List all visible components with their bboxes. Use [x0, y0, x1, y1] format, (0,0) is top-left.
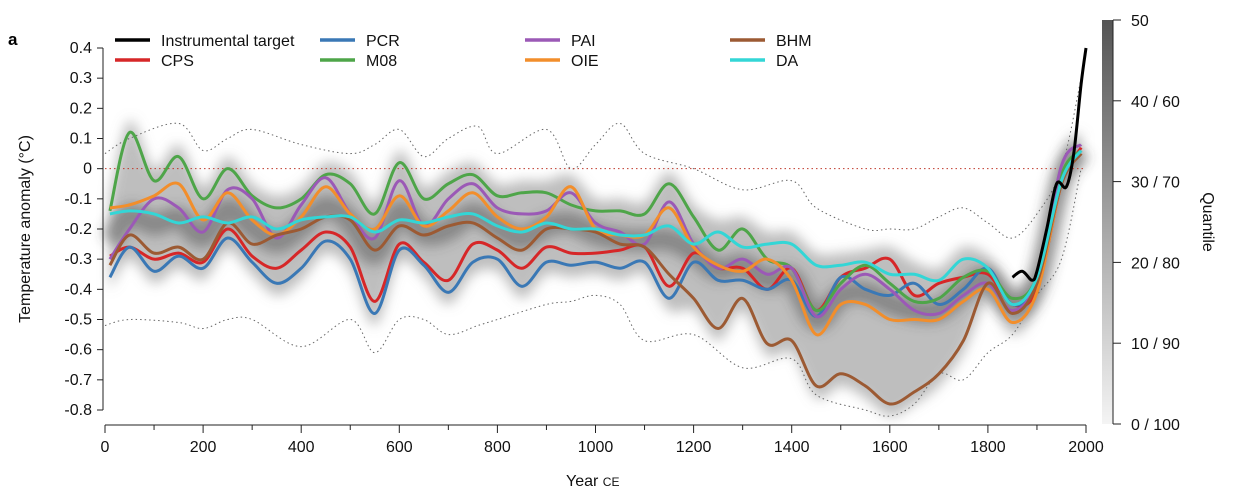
- y-tick-label: -0.6: [64, 342, 92, 359]
- series-line-m08: [108, 130, 1083, 312]
- y-tick-label: -0.4: [64, 281, 92, 298]
- x-tick-label: 1000: [578, 439, 614, 456]
- legend-label: PCR: [366, 33, 400, 50]
- legend-label: CPS: [161, 53, 194, 70]
- x-tick-label: 1200: [676, 439, 712, 456]
- legend-item-bhm: BHM: [730, 33, 812, 50]
- x-tick-label: 1600: [872, 439, 908, 456]
- legend-item-instrumental-target: Instrumental target: [115, 33, 295, 50]
- quantile-band-median: [100, 143, 1091, 331]
- series-line-bhm: [108, 152, 1083, 406]
- x-axis-label-era: CE: [603, 475, 620, 489]
- legend-item-cps: CPS: [115, 53, 194, 70]
- series-line-pcr: [108, 152, 1083, 318]
- series-line-instrumental-target: [1011, 47, 1088, 282]
- y-tick-label: -0.2: [64, 221, 92, 238]
- y-axis-ticks: 0.4 0.3 0.2 0.1 0 -0.1 -0.2 -0.3 -0.4 -0.5 -0.6 -0.…: [64, 40, 103, 419]
- y-tick-label: -0.7: [64, 372, 92, 389]
- colorbar-label: Quantile: [1199, 192, 1216, 252]
- colorbar-tick-label: 50: [1131, 13, 1149, 30]
- quantile-band-fill: [109, 120, 1082, 417]
- legend: Instrumental target CPS PCR M08 PAI OIE BHM DA: [115, 33, 812, 70]
- y-tick-label: -0.5: [64, 312, 92, 329]
- y-tick-label: -0.3: [64, 251, 92, 268]
- y-axis-label: Temperature anomaly (°C): [17, 135, 34, 323]
- legend-label: PAI: [571, 33, 596, 50]
- legend-item-m08: M08: [320, 53, 397, 70]
- legend-item-pai: PAI: [525, 33, 596, 50]
- colorbar-tick-label: 10 / 90: [1131, 336, 1180, 353]
- colorbar-ticks: 50 40 / 60 30 / 70 20 / 80 10 / 90 0 / 100: [1112, 13, 1180, 434]
- x-tick-label: 2000: [1068, 439, 1104, 456]
- colorbar-tick-label: 20 / 80: [1131, 255, 1180, 272]
- legend-item-oie: OIE: [525, 53, 599, 70]
- y-tick-label: 0.2: [70, 100, 92, 117]
- series-line-cps: [109, 146, 1083, 312]
- colorbar-tick-label: 30 / 70: [1131, 175, 1180, 192]
- legend-label: OIE: [571, 53, 599, 70]
- legend-label: M08: [366, 53, 397, 70]
- x-axis-label-main: Year: [566, 473, 599, 490]
- x-tick-label: 800: [484, 439, 511, 456]
- x-axis-label: Year CE: [566, 473, 619, 490]
- y-tick-label: 0.4: [70, 40, 92, 57]
- legend-label: DA: [776, 53, 799, 70]
- colorbar: [1102, 20, 1113, 424]
- y-tick-label: -0.8: [64, 402, 92, 419]
- series-lines: [108, 47, 1088, 406]
- series-line-da: [109, 149, 1083, 307]
- legend-item-da: DA: [730, 53, 799, 70]
- x-axis-ticks: 0 200 400 600 800 1000 1200 1400 1600 1800 2000: [101, 425, 1104, 456]
- x-tick-label: 1800: [970, 439, 1006, 456]
- colorbar-tick-label: 0 / 100: [1131, 417, 1180, 434]
- y-tick-label: 0.1: [70, 131, 92, 148]
- x-tick-label: 1400: [774, 439, 810, 456]
- legend-label: BHM: [776, 33, 812, 50]
- y-tick-label: -0.1: [64, 191, 92, 208]
- panel-label: a: [8, 30, 18, 49]
- x-tick-label: 600: [386, 439, 413, 456]
- x-tick-label: 400: [288, 439, 315, 456]
- colorbar-tick-label: 40 / 60: [1131, 94, 1180, 111]
- x-tick-label: 200: [190, 439, 217, 456]
- x-tick-label: 0: [101, 439, 110, 456]
- y-tick-label: 0.3: [70, 70, 92, 87]
- legend-label: Instrumental target: [161, 33, 295, 50]
- y-tick-label: 0: [83, 161, 92, 178]
- quantile-band: [100, 120, 1091, 417]
- legend-item-pcr: PCR: [320, 33, 400, 50]
